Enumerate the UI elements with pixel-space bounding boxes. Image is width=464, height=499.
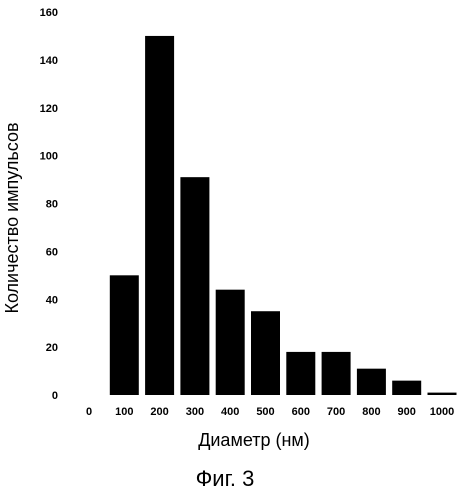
bar-1000 (428, 393, 457, 395)
y-tick-label: 40 (46, 294, 58, 306)
bar-500 (251, 311, 280, 395)
bar-700 (322, 352, 351, 395)
x-tick-label: 200 (150, 406, 168, 418)
y-tick-label: 0 (52, 390, 58, 402)
bar-400 (216, 290, 245, 395)
x-axis-label: Диаметр (нм) (198, 430, 310, 450)
y-tick-label: 140 (40, 55, 58, 67)
x-tick-label: 900 (398, 406, 416, 418)
y-tick-label: 20 (46, 342, 58, 354)
y-tick-label: 120 (40, 103, 58, 115)
bar-800 (357, 369, 386, 395)
y-axis-label: Количество импульсов (2, 122, 22, 313)
y-tick-label: 160 (40, 7, 58, 19)
y-tick-label: 60 (46, 246, 58, 258)
y-axis-ticks: 0 20 40 60 80 100 120 140 160 (40, 7, 58, 402)
bar-300 (180, 177, 209, 395)
y-tick-label: 80 (46, 199, 58, 211)
x-tick-label: 100 (115, 406, 133, 418)
y-tick-label: 100 (40, 151, 58, 163)
bar-600 (286, 352, 315, 395)
x-tick-label: 1000 (430, 406, 454, 418)
x-tick-label: 700 (327, 406, 345, 418)
x-tick-label: 0 (86, 406, 92, 418)
bar-100 (110, 275, 139, 395)
bar-900 (392, 381, 421, 395)
x-tick-label: 300 (186, 406, 204, 418)
x-tick-label: 600 (292, 406, 310, 418)
bar-200 (145, 36, 174, 395)
bars (110, 36, 457, 395)
x-tick-label: 400 (221, 406, 239, 418)
x-tick-label: 800 (362, 406, 380, 418)
x-tick-label: 500 (256, 406, 274, 418)
figure-caption: Фиг. 3 (196, 466, 255, 491)
x-axis-ticks: 0 100 200 300 400 500 600 700 800 900 1000 (86, 406, 454, 418)
